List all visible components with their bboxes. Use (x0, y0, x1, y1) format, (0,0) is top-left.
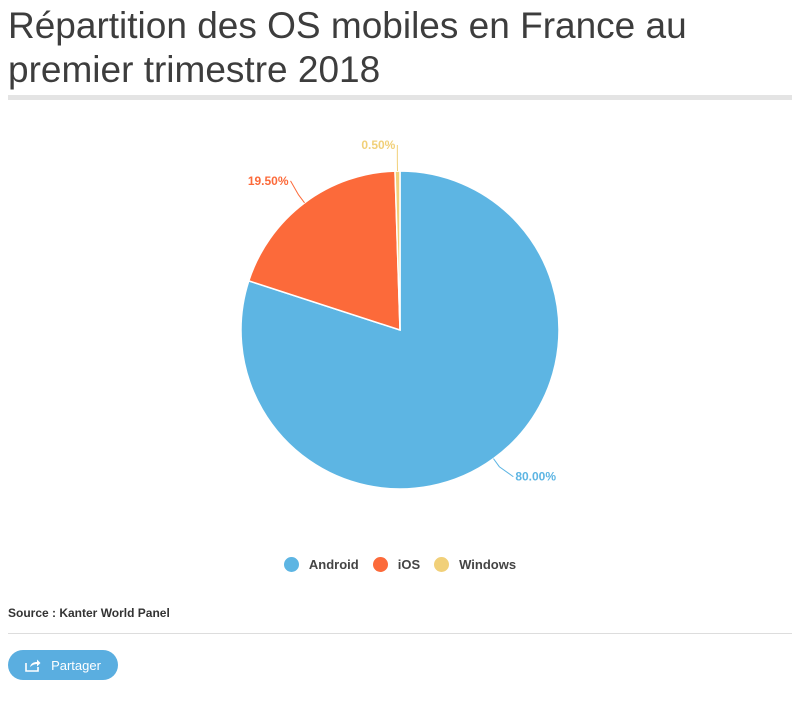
pie-slice-windows[interactable] (394, 170, 401, 331)
legend-label-windows: Windows (459, 556, 517, 572)
data-label-windows: 0.50% (361, 138, 395, 152)
chart-legend: Android iOS Windows (0, 554, 800, 574)
share-icon (25, 658, 41, 672)
page-title: Répartition des OS mobiles en France au … (8, 5, 687, 90)
pie-chart: 80.00% 19.50% 0.50% (240, 138, 560, 490)
data-label-ios: 19.50% (248, 174, 289, 188)
pie-slices (240, 170, 560, 490)
legend-swatch-ios (372, 556, 388, 572)
leader-line-android (493, 458, 514, 478)
legend-swatch-windows (434, 556, 450, 572)
pie-leader-lines (290, 145, 514, 478)
share-label: Partager (51, 657, 101, 673)
footer-divider (8, 633, 792, 634)
title-divider (8, 95, 792, 100)
data-label-android: 80.00% (515, 470, 556, 484)
legend-item-android[interactable]: Android (283, 556, 359, 572)
share-button[interactable]: Partager (8, 650, 118, 680)
source-note: Source : Kanter World Panel (8, 606, 170, 620)
legend-label-android: Android (308, 556, 359, 572)
leader-line-ios (290, 180, 305, 204)
pie-slice-ios[interactable] (247, 170, 401, 332)
pie-data-labels: 80.00% 19.50% 0.50% (248, 138, 557, 484)
legend-item-ios[interactable]: iOS (372, 556, 421, 572)
legend-item-windows[interactable]: Windows (434, 556, 517, 572)
legend-swatch-android (283, 556, 299, 572)
legend-label-ios: iOS (397, 556, 421, 572)
